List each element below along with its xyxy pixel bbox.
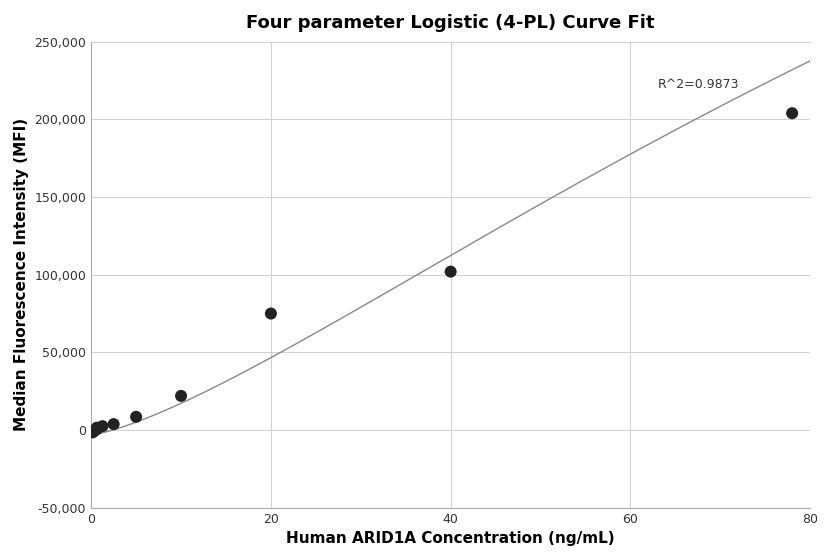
- Point: [86, 428, 99, 437]
- Point: [107, 419, 121, 428]
- Point: [87, 427, 101, 436]
- Point: [444, 267, 458, 276]
- Text: R^2=0.9873: R^2=0.9873: [657, 78, 739, 91]
- X-axis label: Human ARID1A Concentration (ng/mL): Human ARID1A Concentration (ng/mL): [286, 531, 615, 546]
- Point: [785, 109, 799, 118]
- Point: [90, 425, 103, 434]
- Point: [90, 423, 103, 432]
- Point: [130, 412, 143, 421]
- Y-axis label: Median Fluorescence Intensity (MFI): Median Fluorescence Intensity (MFI): [14, 118, 29, 431]
- Title: Four parameter Logistic (4-PL) Curve Fit: Four parameter Logistic (4-PL) Curve Fit: [246, 14, 655, 32]
- Point: [175, 391, 188, 400]
- Point: [265, 309, 278, 318]
- Point: [96, 422, 109, 431]
